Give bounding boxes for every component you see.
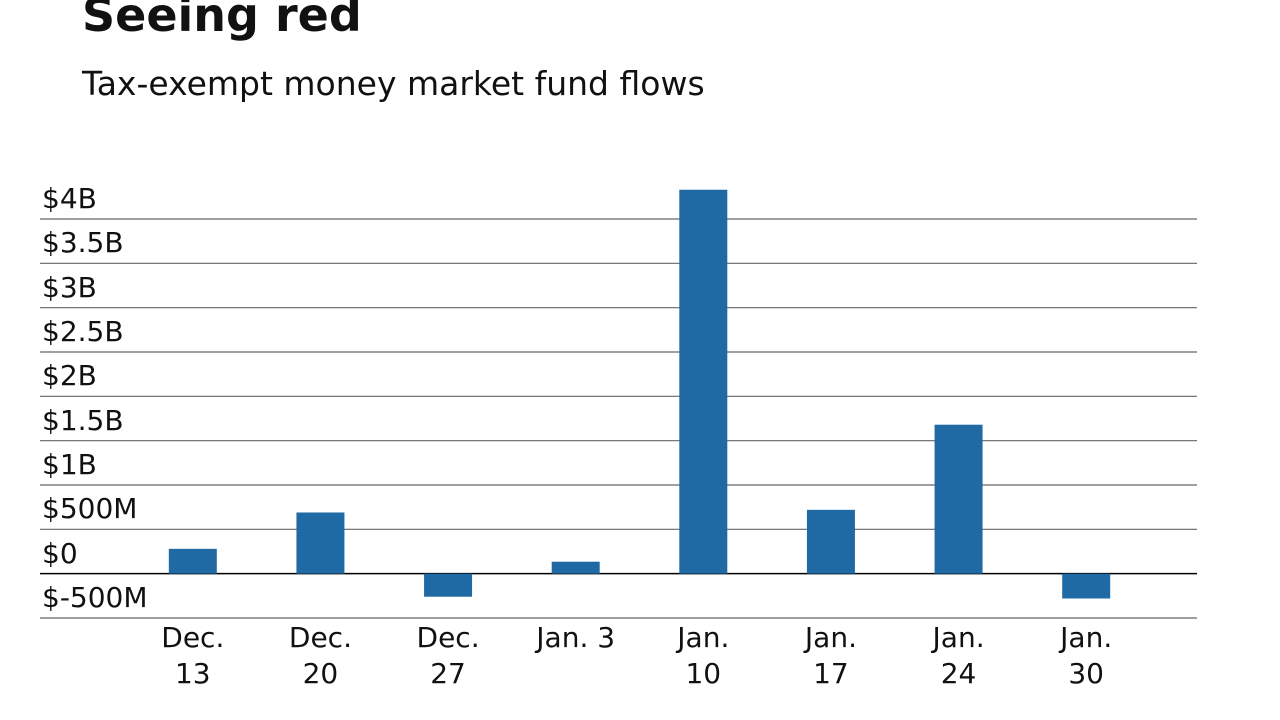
bar [551,561,600,574]
bar [424,573,473,597]
x-tick-label: Dec. 13 [161,621,225,690]
x-tick-label: Dec. 27 [416,621,480,690]
bar [1062,573,1111,599]
x-tick-label: Jan. 24 [932,621,985,690]
y-tick-label: $2.5B [42,315,124,348]
bar [679,189,728,574]
y-tick-label: $0 [42,536,78,570]
chart-subtitle: Tax-exempt money market fund flows [82,64,705,103]
x-tick-label: Jan. 10 [677,621,730,690]
bar [934,424,983,574]
bar [296,512,345,574]
x-tick-label: Jan. 17 [804,621,857,690]
x-tick-label: Jan. 3 [536,621,616,654]
y-tick-label: $500M [42,492,138,526]
y-tick-label: $1.5B [42,403,124,437]
bar [168,548,217,574]
y-tick-label: $1B [42,448,97,481]
x-tick-label: Jan. 30 [1060,621,1113,690]
x-tick-label: Dec. 20 [288,621,352,690]
y-tick-label: $3.5B [42,226,124,260]
y-tick-label: $3B [42,270,97,304]
bar [806,509,855,574]
y-tick-label: $-500M [42,581,148,614]
y-tick-label: $2B [42,359,97,393]
chart-title: Seeing red [82,0,362,42]
y-tick-label: $4B [42,182,97,215]
